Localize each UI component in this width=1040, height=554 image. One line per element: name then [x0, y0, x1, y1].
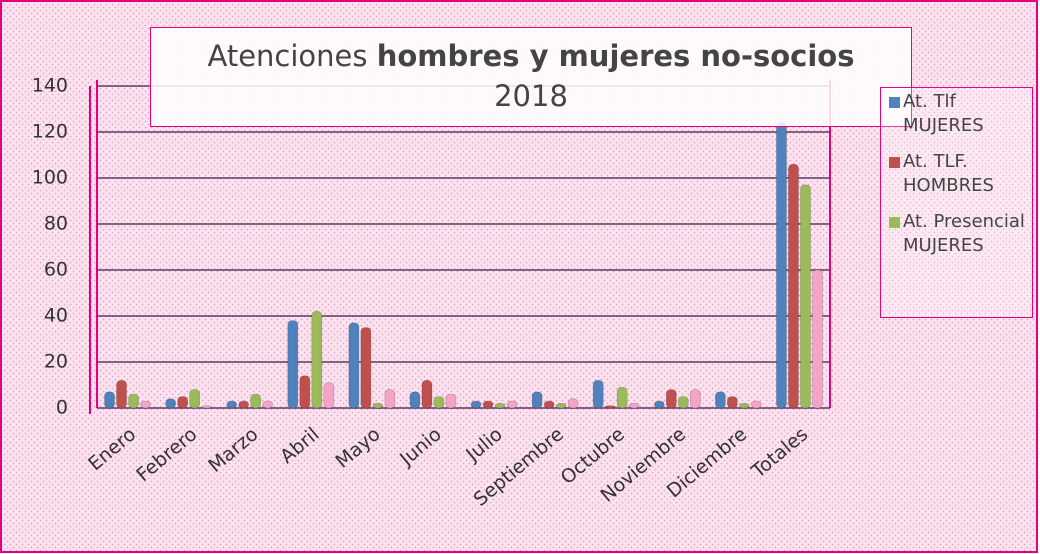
bar [445, 393, 457, 409]
bar [433, 396, 445, 409]
bars [104, 122, 823, 409]
legend-label: At. Presencial MUJERES [903, 211, 1025, 256]
bar [384, 389, 396, 409]
legend-entry: At. Presencial MUJERES [889, 210, 1028, 258]
bar [409, 391, 421, 409]
bar [360, 327, 372, 409]
y-tick-label: 0 [56, 397, 68, 419]
bar [226, 400, 238, 409]
y-tick-label: 20 [44, 351, 68, 373]
y-tick-label: 100 [32, 167, 68, 189]
legend-swatch [889, 97, 900, 108]
bar [751, 400, 762, 409]
y-tick-label: 120 [32, 121, 68, 143]
bar [677, 396, 689, 409]
bar [604, 405, 616, 409]
bar [776, 122, 787, 409]
bar [653, 400, 665, 409]
bar [531, 391, 543, 409]
bar [812, 269, 823, 409]
bar [348, 322, 360, 409]
legend-swatch [889, 217, 900, 228]
legend-entry: At. TLF. HOMBRES [889, 150, 1028, 198]
legend-entry: At. Tlf MUJERES [889, 90, 1028, 138]
bar [739, 403, 750, 409]
y-tick-label: 60 [44, 259, 68, 281]
bar [715, 391, 726, 409]
y-tick-label: 80 [44, 213, 68, 235]
bar [567, 398, 579, 409]
legend-label: At. Tlf MUJERES [903, 91, 984, 136]
bar [165, 398, 176, 409]
legend: At. Tlf MUJERES At. TLF. HOMBRES At. Prese… [880, 87, 1033, 318]
bar [250, 393, 262, 409]
bar [616, 386, 628, 409]
bar [727, 396, 738, 409]
bar [311, 311, 323, 409]
bar [287, 320, 299, 409]
bar [262, 400, 274, 409]
bar [689, 389, 701, 409]
bar [177, 396, 188, 409]
bar [592, 380, 604, 409]
bar [470, 400, 482, 409]
bar [116, 380, 127, 409]
bar [506, 400, 518, 409]
bar [421, 380, 433, 409]
bar [189, 389, 200, 409]
bar [494, 403, 506, 409]
bar [482, 400, 494, 409]
bar [372, 403, 384, 409]
bar [201, 405, 212, 409]
title-part: Atenciones [207, 39, 368, 73]
bar [555, 403, 567, 409]
y-tick-label: 140 [32, 75, 68, 97]
chart-title: Atenciones hombres y mujeres no-socios 20… [150, 27, 912, 127]
bar [323, 382, 335, 409]
bar [788, 163, 799, 409]
bar [665, 389, 677, 409]
title-part: 2018 [494, 79, 568, 113]
title-part: hombres y mujeres no-socios [376, 39, 855, 73]
legend-swatch [889, 157, 900, 168]
bar [299, 375, 311, 409]
bar [543, 400, 555, 409]
bar [140, 400, 151, 409]
bar [128, 393, 139, 409]
legend-label: At. TLF. HOMBRES [903, 151, 994, 196]
bar [800, 184, 811, 409]
bar [238, 400, 250, 409]
y-tick-label: 40 [44, 305, 68, 327]
bar [104, 391, 115, 409]
bar [628, 403, 640, 409]
